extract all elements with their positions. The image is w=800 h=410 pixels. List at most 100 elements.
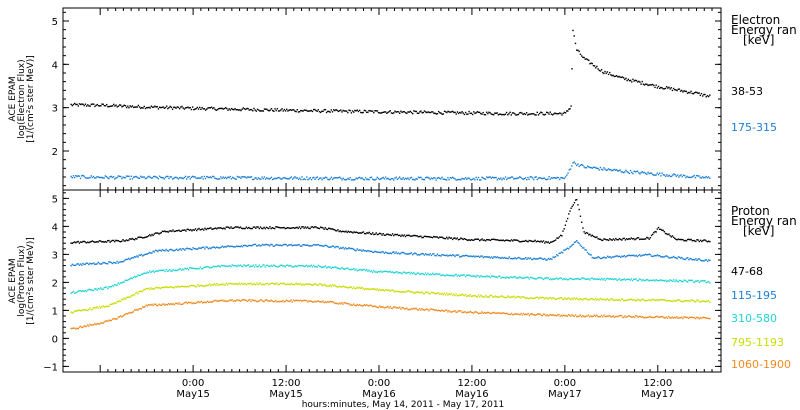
data-point bbox=[287, 110, 289, 112]
data-point bbox=[541, 315, 544, 317]
data-point bbox=[191, 230, 193, 232]
data-point bbox=[284, 227, 286, 230]
data-point bbox=[492, 257, 494, 259]
data-point bbox=[502, 239, 504, 241]
data-point bbox=[524, 177, 527, 179]
data-point bbox=[250, 282, 252, 284]
data-point bbox=[481, 311, 483, 313]
data-point bbox=[308, 178, 310, 180]
data-point bbox=[173, 177, 175, 180]
data-point bbox=[409, 308, 411, 311]
data-point bbox=[702, 280, 704, 282]
y-axis-title-line: log(Proton Flux) bbox=[17, 245, 27, 316]
data-point bbox=[509, 177, 511, 179]
data-point bbox=[577, 49, 579, 52]
data-point bbox=[402, 271, 404, 273]
series-1060-1900 bbox=[70, 298, 711, 330]
data-point bbox=[269, 300, 271, 302]
data-point bbox=[248, 176, 250, 179]
data-point bbox=[536, 111, 538, 114]
data-point bbox=[366, 269, 368, 271]
data-point bbox=[417, 176, 420, 178]
data-point bbox=[252, 299, 255, 302]
data-point bbox=[597, 315, 599, 318]
data-point bbox=[486, 296, 488, 298]
data-point bbox=[394, 271, 396, 274]
data-point bbox=[684, 316, 686, 318]
data-point bbox=[438, 310, 441, 312]
data-point bbox=[541, 241, 544, 243]
data-point bbox=[426, 254, 428, 256]
data-point bbox=[323, 109, 325, 111]
data-point bbox=[400, 235, 402, 238]
data-point bbox=[296, 226, 298, 229]
data-point bbox=[245, 265, 248, 267]
data-point bbox=[96, 323, 98, 325]
data-point bbox=[327, 266, 329, 268]
data-point bbox=[183, 302, 185, 305]
data-point bbox=[528, 257, 531, 260]
data-point bbox=[417, 272, 420, 274]
data-point bbox=[610, 257, 612, 259]
data-point bbox=[82, 103, 84, 106]
data-point bbox=[259, 245, 261, 247]
data-point bbox=[478, 111, 481, 114]
data-point bbox=[315, 301, 317, 303]
data-point bbox=[147, 287, 150, 290]
data-point bbox=[369, 176, 371, 179]
data-point bbox=[635, 238, 637, 240]
data-point bbox=[304, 178, 307, 181]
data-point bbox=[594, 315, 597, 317]
data-point bbox=[249, 227, 251, 229]
data-point bbox=[290, 243, 292, 246]
data-point bbox=[364, 177, 367, 179]
data-point bbox=[455, 113, 457, 115]
data-point bbox=[579, 314, 581, 316]
data-point bbox=[381, 271, 383, 274]
data-point bbox=[320, 266, 322, 268]
data-point bbox=[218, 247, 220, 249]
data-point bbox=[244, 282, 246, 285]
data-point bbox=[512, 112, 515, 114]
data-point bbox=[146, 271, 149, 273]
data-point bbox=[178, 248, 180, 251]
data-point bbox=[567, 110, 569, 112]
series-175-315 bbox=[70, 161, 711, 181]
data-point bbox=[161, 248, 164, 251]
data-point bbox=[330, 228, 332, 230]
data-point bbox=[100, 307, 102, 309]
data-point bbox=[478, 179, 481, 181]
data-point bbox=[249, 283, 251, 285]
data-point bbox=[325, 111, 328, 114]
data-point bbox=[697, 317, 699, 319]
data-point bbox=[685, 176, 687, 179]
data-point bbox=[263, 264, 265, 266]
data-point bbox=[208, 176, 210, 179]
data-point bbox=[435, 236, 437, 238]
data-point bbox=[330, 285, 333, 288]
data-point bbox=[455, 311, 457, 314]
data-point bbox=[442, 310, 444, 312]
data-point bbox=[382, 306, 384, 308]
data-point bbox=[431, 272, 434, 275]
data-point bbox=[108, 305, 110, 308]
data-point bbox=[549, 278, 552, 280]
data-point bbox=[184, 229, 186, 231]
data-point bbox=[441, 176, 443, 178]
data-point bbox=[542, 313, 545, 315]
data-point bbox=[309, 110, 311, 112]
data-point bbox=[180, 303, 183, 306]
data-point bbox=[636, 299, 638, 301]
data-point bbox=[549, 111, 551, 113]
data-point bbox=[305, 264, 308, 267]
data-point bbox=[408, 290, 410, 292]
data-point bbox=[190, 108, 193, 111]
data-point bbox=[372, 232, 374, 234]
data-point bbox=[418, 176, 421, 179]
data-point bbox=[640, 316, 643, 319]
data-point bbox=[615, 169, 618, 171]
data-point bbox=[655, 231, 657, 233]
data-point bbox=[505, 296, 507, 299]
data-point bbox=[447, 311, 449, 313]
data-point bbox=[260, 110, 262, 112]
